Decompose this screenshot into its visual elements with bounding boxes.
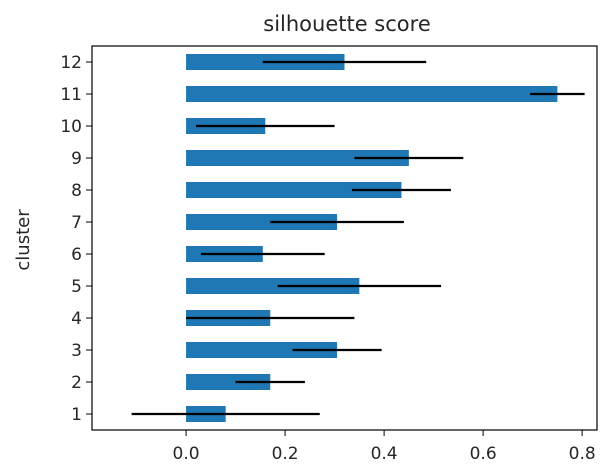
x-tick-label-4: 0.8 <box>569 444 596 464</box>
y-tick-label-5: 5 <box>71 277 82 297</box>
y-tick-label-12: 12 <box>60 53 82 73</box>
y-tick-label-8: 8 <box>71 181 82 201</box>
y-tick-label-1: 1 <box>71 405 82 425</box>
bar-cluster-11 <box>186 86 558 102</box>
x-tick-label-1: 0.2 <box>272 444 299 464</box>
bar-cluster-8 <box>186 182 402 198</box>
x-tick-label-0: 0.0 <box>173 444 200 464</box>
bar-cluster-9 <box>186 150 409 166</box>
y-tick-label-6: 6 <box>71 245 82 265</box>
bar-cluster-7 <box>186 214 338 230</box>
chart-title: silhouette score <box>263 12 431 36</box>
x-tick-label-2: 0.4 <box>371 444 398 464</box>
bar-cluster-2 <box>186 374 271 390</box>
y-axis-label: cluster <box>13 209 34 271</box>
y-tick-label-2: 2 <box>71 373 82 393</box>
y-tick-label-10: 10 <box>60 117 82 137</box>
y-tick-label-9: 9 <box>71 149 82 169</box>
bar-cluster-5 <box>186 278 360 294</box>
y-tick-label-7: 7 <box>71 213 82 233</box>
y-tick-label-3: 3 <box>71 341 82 361</box>
y-tick-label-4: 4 <box>71 309 82 329</box>
y-tick-label-11: 11 <box>60 85 82 105</box>
bar-cluster-3 <box>186 342 338 358</box>
x-tick-label-3: 0.6 <box>470 444 497 464</box>
axes-frame <box>91 45 598 431</box>
